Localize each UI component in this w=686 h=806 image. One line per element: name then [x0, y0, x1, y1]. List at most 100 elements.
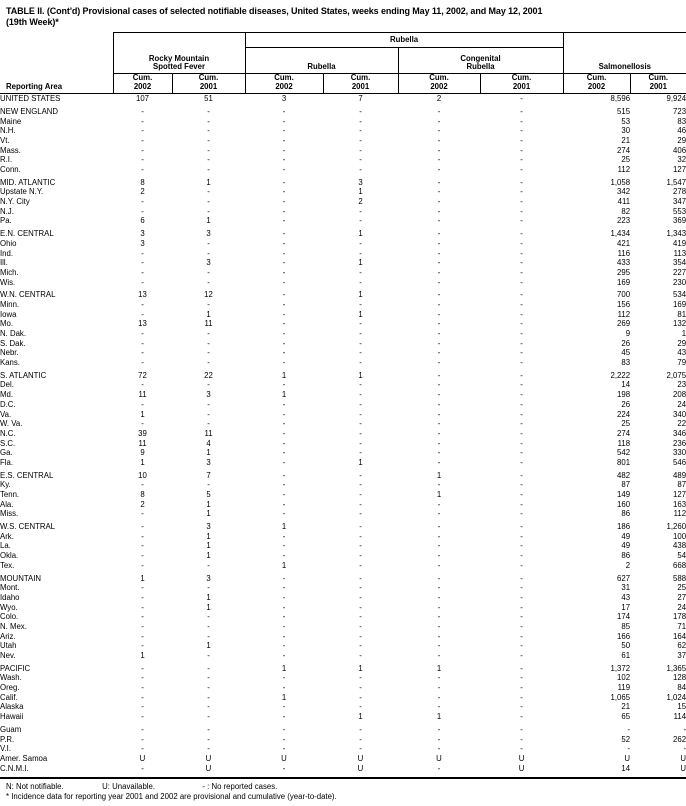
- value-cell: -: [282, 763, 286, 773]
- value-cell: -: [141, 602, 144, 612]
- value-cell: -: [207, 734, 210, 744]
- table-row: Conn. - - - - - - 112 127: [0, 165, 686, 175]
- value-cell: -: [207, 116, 210, 126]
- table-row: Wyo. - 1 - - - - 17 24: [0, 602, 686, 612]
- value-cell: -: [520, 663, 523, 673]
- table-row: W.S. CENTRAL - 3 1 - - - 186 1,260: [0, 522, 686, 532]
- value-cell: -: [141, 763, 144, 773]
- value-cell: -: [359, 499, 362, 509]
- value-cell: U: [624, 753, 631, 763]
- value-cell: 1,547: [666, 177, 686, 187]
- value-cell: -: [359, 541, 362, 551]
- value-cell: -: [520, 551, 523, 561]
- value-cell: -: [437, 106, 441, 116]
- value-cell: 50: [621, 641, 631, 651]
- value-cell: 1: [358, 309, 363, 319]
- reporting-area-cell: Ind.: [0, 248, 14, 258]
- value-cell: 1,065: [610, 692, 631, 702]
- value-cell: 2: [358, 197, 363, 207]
- value-cell: -: [207, 651, 210, 660]
- value-cell: U: [680, 763, 686, 773]
- value-cell: 1,365: [666, 663, 686, 673]
- value-cell: -: [520, 457, 523, 467]
- reporting-area-cell: N. Dak.: [0, 329, 26, 338]
- value-cell: -: [437, 197, 441, 207]
- reporting-area-cell: MID. ATLANTIC: [0, 177, 56, 187]
- value-cell: -: [437, 216, 441, 226]
- value-cell: 14: [621, 380, 631, 390]
- value-cell: 87: [677, 480, 686, 490]
- value-cell: -: [437, 116, 441, 126]
- value-cell: 2,075: [666, 370, 686, 380]
- value-cell: -: [359, 409, 362, 419]
- value-cell: 1: [140, 651, 145, 660]
- table-row: Del. - - - - - - 14 23: [0, 380, 686, 390]
- value-cell: 10: [138, 470, 147, 480]
- value-cell: -: [359, 470, 362, 480]
- reporting-area-cell: Ky.: [0, 480, 11, 490]
- header-rmsf-spacer: [112, 32, 245, 48]
- value-cell: 169: [673, 299, 686, 309]
- subcol-crubella-2002: Cum. 2002: [397, 73, 480, 95]
- value-cell: -: [627, 744, 631, 754]
- value-cell: 21: [621, 135, 631, 145]
- value-cell: U: [518, 753, 525, 763]
- table-row: La. - 1 - - - - 49 438: [0, 541, 686, 551]
- value-cell: -: [282, 541, 286, 551]
- value-cell: 3: [281, 94, 287, 104]
- table-row: Upstate N.Y. 2 - - 1 - - 342 278: [0, 187, 686, 197]
- value-cell: -: [359, 216, 362, 226]
- value-cell: -: [282, 470, 286, 480]
- value-cell: 224: [617, 409, 631, 419]
- value-cell: -: [520, 390, 523, 400]
- value-cell: 178: [673, 612, 686, 622]
- table-row: Va. 1 - - - - - 224 340: [0, 409, 686, 419]
- value-cell: -: [141, 551, 144, 561]
- value-cell: -: [520, 560, 523, 570]
- value-cell: 269: [617, 319, 631, 329]
- value-cell: 82: [621, 206, 631, 216]
- value-cell: -: [437, 724, 441, 734]
- value-cell: -: [437, 438, 441, 448]
- value-cell: -: [437, 541, 441, 551]
- reporting-area-cell: Nev.: [0, 651, 16, 660]
- reporting-area-cell: Maine: [0, 116, 22, 126]
- value-cell: 1: [281, 692, 287, 702]
- value-cell: 156: [617, 299, 631, 309]
- reporting-area-cell: W.N. CENTRAL: [0, 290, 56, 300]
- value-cell: 330: [673, 448, 686, 458]
- reporting-area-cell: E.S. CENTRAL: [0, 470, 54, 480]
- value-cell: -: [141, 348, 144, 358]
- value-cell: -: [359, 573, 362, 583]
- value-cell: -: [520, 673, 523, 683]
- value-cell: -: [141, 258, 144, 268]
- value-cell: -: [359, 145, 362, 155]
- table-row: Nev. 1 - - - - - 61 37: [0, 651, 686, 661]
- value-cell: 22: [677, 419, 686, 429]
- value-cell: -: [437, 248, 441, 258]
- value-cell: 1: [436, 663, 442, 673]
- header-row-span: Rubella: [0, 32, 686, 48]
- value-cell: -: [520, 702, 523, 712]
- value-cell: -: [437, 612, 441, 622]
- value-cell: -: [207, 126, 210, 136]
- value-cell: 11: [138, 390, 147, 400]
- value-cell: -: [520, 683, 523, 693]
- table-row: Vt. - - - - - - 21 29: [0, 136, 686, 146]
- reporting-area-cell: Mo.: [0, 319, 13, 329]
- value-cell: 1: [206, 592, 211, 602]
- value-cell: -: [359, 651, 362, 660]
- reporting-area-cell: N.C.: [0, 428, 16, 438]
- value-cell: -: [437, 522, 441, 532]
- value-cell: 1: [436, 470, 442, 480]
- value-cell: -: [282, 673, 286, 683]
- value-cell: -: [437, 258, 441, 268]
- value-cell: -: [207, 631, 210, 641]
- value-cell: -: [359, 621, 362, 631]
- value-cell: 15: [677, 702, 686, 712]
- value-cell: -: [359, 702, 362, 712]
- value-cell: -: [282, 348, 286, 358]
- value-cell: U: [281, 753, 287, 763]
- reporting-area-cell: La.: [0, 541, 11, 551]
- reporting-area-cell: Kans.: [0, 358, 20, 368]
